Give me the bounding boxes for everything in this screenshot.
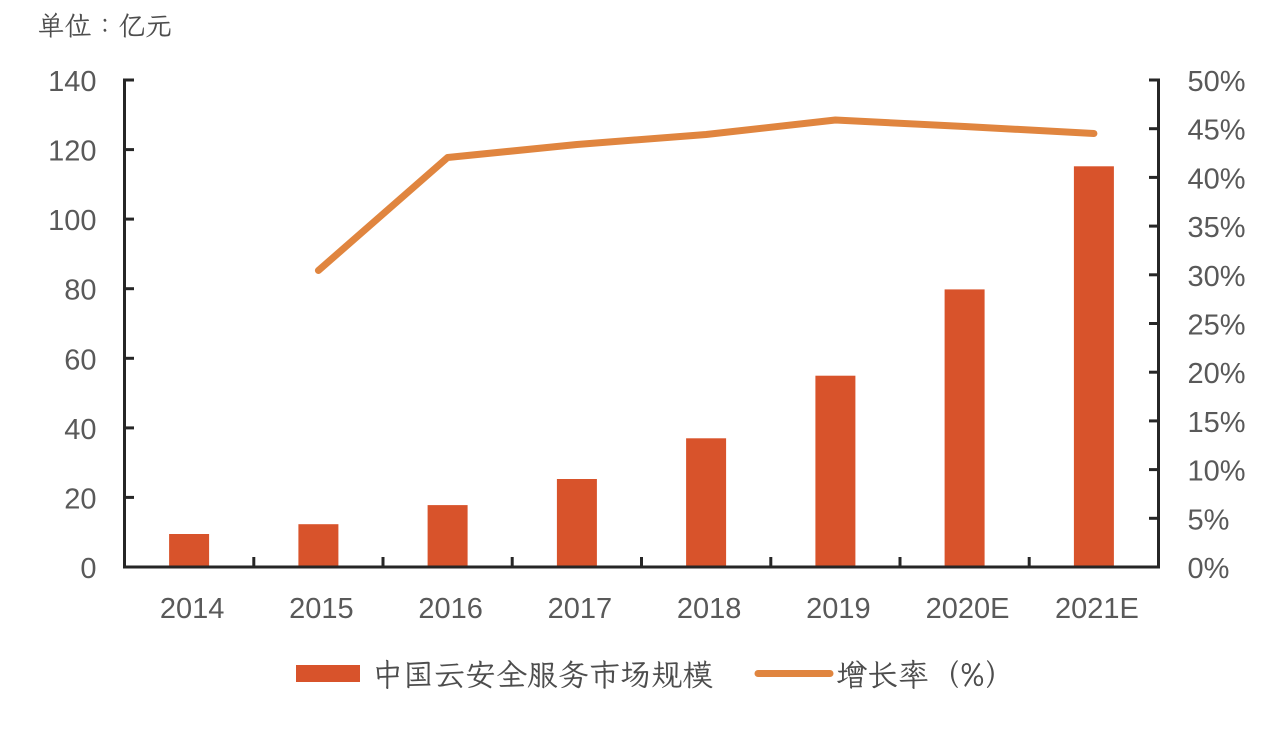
svg-text:2019: 2019 bbox=[806, 593, 871, 625]
svg-text:80: 80 bbox=[64, 275, 96, 307]
svg-text:35%: 35% bbox=[1188, 212, 1246, 244]
svg-text:45%: 45% bbox=[1188, 115, 1246, 147]
svg-text:100: 100 bbox=[48, 205, 96, 237]
svg-text:0%: 0% bbox=[1188, 553, 1230, 585]
svg-text:5%: 5% bbox=[1188, 504, 1230, 536]
svg-text:2014: 2014 bbox=[160, 593, 225, 625]
svg-text:2018: 2018 bbox=[677, 593, 742, 625]
svg-text:2020E: 2020E bbox=[926, 593, 1010, 625]
svg-text:2017: 2017 bbox=[548, 593, 613, 625]
svg-text:10%: 10% bbox=[1188, 456, 1246, 488]
svg-text:60: 60 bbox=[64, 344, 96, 376]
svg-text:140: 140 bbox=[48, 66, 96, 98]
svg-text:120: 120 bbox=[48, 136, 96, 168]
svg-text:2016: 2016 bbox=[418, 593, 483, 625]
svg-text:40: 40 bbox=[64, 414, 96, 446]
svg-text:30%: 30% bbox=[1188, 261, 1246, 293]
svg-text:15%: 15% bbox=[1188, 407, 1246, 439]
svg-text:25%: 25% bbox=[1188, 310, 1246, 342]
svg-text:20: 20 bbox=[64, 483, 96, 515]
svg-text:40%: 40% bbox=[1188, 163, 1246, 195]
svg-text:2015: 2015 bbox=[289, 593, 354, 625]
svg-text:50%: 50% bbox=[1188, 66, 1246, 98]
svg-text:20%: 20% bbox=[1188, 358, 1246, 390]
svg-text:0: 0 bbox=[80, 553, 96, 585]
svg-text:2021E: 2021E bbox=[1055, 593, 1139, 625]
